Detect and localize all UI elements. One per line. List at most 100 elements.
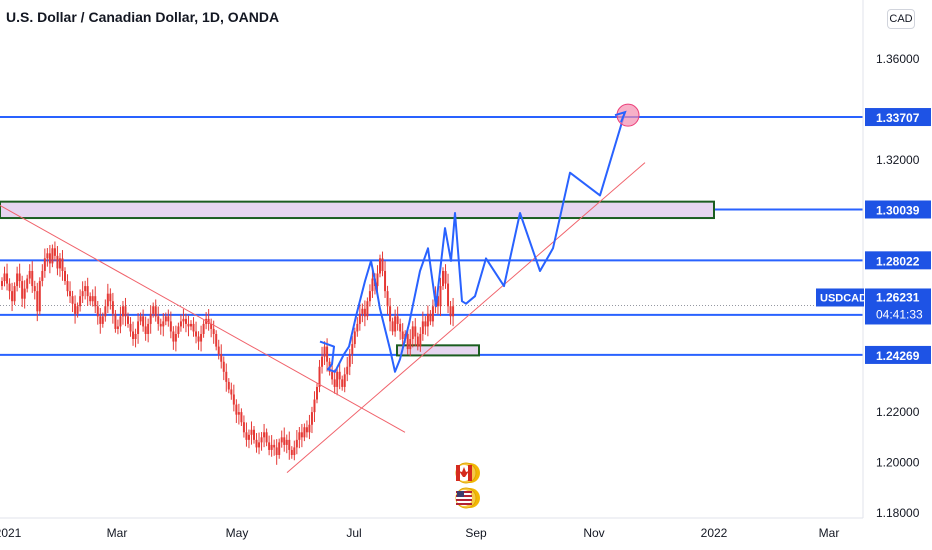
candle-body [94, 296, 97, 307]
candle-body [426, 313, 429, 327]
currency-button[interactable]: CAD [887, 9, 915, 29]
candle-body [235, 404, 238, 415]
candle-body [341, 379, 344, 387]
candle-body [31, 270, 34, 287]
candle-body [61, 258, 64, 271]
candle-body [288, 439, 291, 450]
canada-flag-icon[interactable] [455, 462, 480, 484]
candle-body [444, 270, 447, 284]
candle-body [242, 422, 245, 433]
candle-body [16, 273, 19, 287]
time-tick-label: Jul [346, 526, 361, 540]
candle-body [129, 323, 132, 332]
symbol-label[interactable] [816, 288, 864, 307]
candle-body [23, 288, 26, 299]
projection-path[interactable] [319, 111, 626, 373]
event-flags[interactable] [455, 462, 480, 509]
support-zone[interactable] [396, 344, 480, 357]
candle-body [190, 323, 192, 327]
candle-body [58, 258, 61, 269]
candle-body [18, 273, 21, 282]
candle-body [290, 449, 293, 455]
candle-body [81, 291, 84, 297]
candle-body [56, 255, 59, 269]
candle-body [280, 437, 283, 443]
resistance-zone[interactable] [0, 200, 715, 220]
candle-body [442, 270, 444, 287]
candle-body [265, 432, 268, 443]
us-flag-icon[interactable] [455, 487, 480, 509]
price-tick-label: 1.32000 [876, 153, 920, 167]
candle-body [391, 321, 394, 332]
price-tick-label: 1.20000 [876, 456, 920, 470]
candle-body [51, 248, 54, 264]
price-level-value: 1.28022 [876, 254, 920, 268]
candle-body [174, 333, 177, 342]
candle-body [28, 270, 31, 279]
candle-body [195, 331, 198, 337]
candle-body [237, 412, 240, 415]
downtrend-line[interactable] [0, 204, 406, 433]
candle-body [386, 291, 389, 307]
time-axis: 2021 Mar May Jul Sep Nov 2022 Mar [0, 526, 839, 540]
candle-body [124, 306, 127, 317]
candle-body [452, 306, 455, 317]
price-level-label[interactable] [865, 345, 931, 364]
candle-body [21, 281, 24, 299]
candle-body [232, 394, 235, 405]
target-circle[interactable] [616, 103, 640, 127]
candle-body [253, 429, 255, 440]
candle-body [348, 354, 351, 367]
candle-body [421, 321, 424, 334]
uptrend-line[interactable] [286, 162, 646, 474]
candle-body [371, 278, 374, 292]
candle-body [293, 447, 296, 455]
candle-body [144, 326, 147, 334]
candle-body [401, 331, 404, 340]
candle-body [447, 283, 450, 307]
candle-body [255, 439, 258, 448]
candle-body [11, 291, 14, 302]
candle-body [111, 301, 114, 314]
candle-body [220, 354, 223, 362]
price-level-label[interactable] [865, 200, 931, 219]
candle-body [258, 442, 261, 448]
time-tick-label: Nov [583, 526, 604, 540]
candle-body [6, 273, 9, 284]
candle-body [419, 333, 422, 347]
candle-body [69, 291, 72, 297]
price-level-label[interactable] [865, 108, 931, 127]
current-price-label[interactable] [865, 288, 931, 325]
candle-body [222, 361, 225, 372]
candle-body [48, 253, 51, 264]
candle-body [91, 296, 94, 302]
candle-body [338, 371, 341, 380]
candle-body [331, 371, 334, 380]
candle-body [182, 318, 185, 322]
candle-body [323, 346, 326, 357]
candle-body [192, 323, 195, 332]
candle-body [429, 313, 432, 322]
candle-body [157, 316, 160, 324]
time-tick-label: Mar [819, 526, 840, 540]
candle-body [336, 371, 339, 387]
candle-body [109, 293, 112, 302]
candle-body [389, 306, 392, 322]
candle-body [89, 296, 92, 302]
candle-body [8, 283, 11, 292]
price-tick-label: 1.36000 [876, 52, 920, 66]
candle-body [379, 258, 381, 274]
price-zones [0, 200, 715, 357]
candle-body [396, 316, 399, 324]
candle-body [137, 321, 140, 334]
candle-body [449, 306, 452, 317]
price-tick-label: 1.18000 [876, 506, 920, 520]
candle-body [66, 281, 69, 292]
candle-body [169, 321, 172, 332]
candle-body [187, 323, 190, 327]
candle-body [245, 432, 248, 440]
price-level-label[interactable] [865, 251, 931, 270]
price-tick-label: 1.22000 [876, 405, 920, 419]
candle-body [41, 270, 44, 282]
